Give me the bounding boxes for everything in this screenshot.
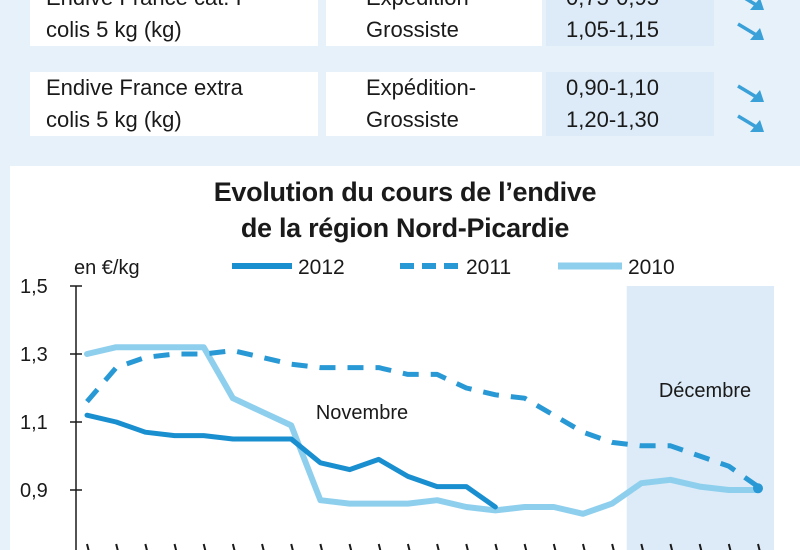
series-end-dot xyxy=(753,483,763,494)
product-name-line2: colis 5 kg (kg) xyxy=(46,107,182,132)
stage-line1: Expédition- xyxy=(366,75,477,100)
table-row: Endive France extra colis 5 kg (kg) Expé… xyxy=(30,72,800,136)
x-tick xyxy=(86,543,90,550)
x-tick xyxy=(406,543,411,550)
x-tick xyxy=(698,543,703,550)
series-line-2012 xyxy=(84,412,498,510)
y-axis-label: en €/kg xyxy=(74,257,140,279)
x-tick xyxy=(494,543,498,550)
x-tick xyxy=(202,543,207,550)
product-name-line2: colis 5 kg (kg) xyxy=(46,17,182,42)
x-tick xyxy=(261,543,265,550)
december-band xyxy=(626,286,774,550)
price-chart: Evolution du cours de l’endive de la rég… xyxy=(10,166,800,550)
chart-title-line2: de la région Nord-Picardie xyxy=(240,213,570,243)
x-tick xyxy=(669,543,674,550)
x-tick xyxy=(115,543,119,550)
trend-down-arrow-icon xyxy=(737,114,764,132)
x-tick xyxy=(290,543,294,550)
price-range-1: 0,75-0,95 xyxy=(566,0,659,14)
legend-label-2010: 2010 xyxy=(628,256,675,279)
stage-line2: Grossiste xyxy=(366,17,459,42)
stage-line1: Expédition- xyxy=(366,0,476,14)
trend-down-arrow-icon xyxy=(737,22,764,40)
y-tick-label: 1,3 xyxy=(20,344,48,366)
price-table: Endive France cat. I colis 5 kg (kg) Exp… xyxy=(0,0,800,148)
x-tick xyxy=(173,543,178,550)
y-tick-label: 0,9 xyxy=(20,480,48,502)
y-tick-label: 1,1 xyxy=(20,412,48,434)
x-tick xyxy=(231,543,236,550)
trend-down-arrow-icon xyxy=(744,0,764,10)
price-range-2: 1,20-1,30 xyxy=(566,107,659,132)
x-tick xyxy=(640,543,644,550)
x-tick xyxy=(348,543,353,550)
series-line-2010 xyxy=(84,344,761,517)
chart-title-line1: Evolution du cours de l’endive xyxy=(213,177,597,207)
x-tick xyxy=(757,543,761,550)
period-label-novembre: Novembre xyxy=(316,402,408,424)
product-name-line1: Endive France cat. I xyxy=(46,0,242,14)
x-tick xyxy=(436,543,440,550)
stage-line2: Grossiste xyxy=(366,107,459,132)
chart-canvas: 0,7 0,9 1,1 1,3 1,5 2012 2011 2010 en €/kg Nov… xyxy=(20,256,774,550)
series-line-2011 xyxy=(85,348,760,489)
x-tick xyxy=(319,543,323,550)
x-tick xyxy=(727,543,732,550)
price-range-1: 0,90-1,10 xyxy=(566,75,659,100)
x-tick xyxy=(611,543,615,550)
legend-label-2012: 2012 xyxy=(298,256,345,279)
x-tick xyxy=(144,543,148,550)
trend-down-arrow-icon xyxy=(737,84,764,102)
x-tick xyxy=(581,543,586,550)
product-name-line1: Endive France extra xyxy=(46,75,243,100)
x-tick xyxy=(377,543,382,550)
period-label-decembre: Décembre xyxy=(659,380,751,402)
x-tick xyxy=(552,543,557,550)
price-range-2: 1,05-1,15 xyxy=(566,17,659,42)
x-tick xyxy=(465,543,469,550)
table-row: Endive France cat. I colis 5 kg (kg) Exp… xyxy=(30,0,800,46)
x-tick xyxy=(523,543,528,550)
y-tick-label: 1,5 xyxy=(20,276,48,298)
y-tick-label: 0,7 xyxy=(20,548,48,550)
legend-label-2011: 2011 xyxy=(466,256,511,279)
